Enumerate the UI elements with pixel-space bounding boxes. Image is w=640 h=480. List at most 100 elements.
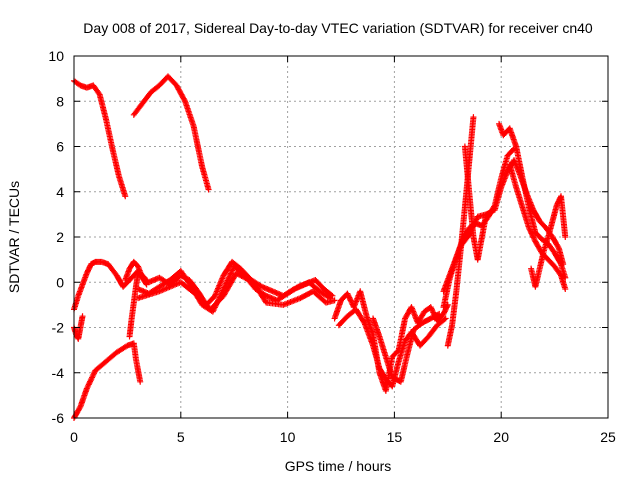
data-point-run [533,230,544,242]
axis-ticks: 0 5 10 15 20 25 -6 -4 -2 0 2 4 6 8 10 [48,48,616,445]
data-point-run [474,235,485,262]
data-point-run [498,154,511,180]
data-point [436,310,443,317]
data-point-run [103,117,116,151]
data-point-run [484,207,497,217]
data-point-run [519,176,532,210]
data-point-run [513,185,526,210]
data-point-run [526,226,538,244]
data-point-run [71,404,83,420]
data-point-run [376,335,389,359]
data-point-run [426,323,440,339]
y-tick-label: 10 [48,48,64,64]
data-point-run [453,249,464,293]
data-point-run [520,206,532,230]
y-tick-label: 8 [56,93,64,109]
data-point-run [336,314,350,328]
data-point-run [115,343,130,355]
x-axis-label: GPS time / hours [285,458,392,474]
data-point-run [251,280,269,305]
data-point-run [550,235,562,251]
data-point-run [492,185,504,212]
data-point-run [462,145,473,194]
data-point-run [353,307,367,325]
data-point-run [166,74,179,88]
data-point-run [182,99,197,128]
data-point-run [174,83,188,103]
series-track-20 [528,193,569,290]
data-point-run [212,273,226,298]
data-point-run [505,146,516,158]
data-point-run [84,262,94,275]
data-point-run [97,92,109,121]
data-point-run [221,264,237,291]
data-point-run [208,293,226,312]
data-point [442,315,449,322]
data-point-run [507,126,519,149]
data-point-run [109,147,122,178]
data-point-run [190,124,205,169]
series-track-16 [444,114,477,349]
data-point-run [157,279,183,294]
data-point-run [121,278,132,289]
x-tick-label: 20 [493,429,509,445]
data-point-run [140,90,153,106]
data-point [466,231,473,238]
data-point-run [370,316,382,339]
data-point-run [264,299,285,308]
data-point [205,186,212,193]
data-point-run [545,219,556,239]
data-point-run [558,194,569,239]
data-point-run [395,316,408,352]
series-track-3 [71,258,148,313]
data-point-run [445,323,455,348]
data-point-run [221,260,235,278]
y-tick-label: 4 [56,184,64,200]
data-point-run [106,262,119,278]
data-point-run [285,284,300,296]
data-point-run [537,249,547,271]
series-track-1 [71,77,129,200]
data-point-run [221,271,239,298]
data-point-run [552,264,564,278]
x-tick-label: 5 [177,429,185,445]
data-point-run [466,190,477,239]
data-point-run [195,293,213,312]
data-point-run [116,174,128,198]
data-point [83,385,90,392]
data-point-run [313,278,326,291]
data-point-run [281,295,302,308]
data-point-run [513,145,526,180]
x-tick-label: 25 [600,429,616,445]
x-tick-label: 10 [280,429,296,445]
data-point-run [537,219,548,230]
data-point-run [131,101,145,117]
data-point-run [275,291,290,303]
data-point [344,290,351,297]
x-tick-label: 15 [387,429,403,445]
data-point-run [89,259,98,267]
data-point-run [396,339,408,363]
data-point-run [526,206,538,235]
data-point-run [498,169,511,189]
data-point-run [126,316,135,339]
data-point-run [370,344,383,370]
data-points [71,73,569,421]
data-point-run [149,83,162,95]
data-point-run [552,251,564,266]
data-point [470,114,477,121]
data-point-run [441,303,451,316]
data-point-run [199,165,212,191]
data-point [483,211,490,218]
data-point-run [420,316,433,326]
data-point-run [91,83,102,97]
data-point [427,304,434,311]
chart-title: Day 008 of 2017, Sidereal Day-to-day VTE… [83,20,593,36]
data-point-run [362,321,376,348]
data-point-run [311,289,328,305]
data-point-run [84,368,98,391]
data-point-run [136,288,162,301]
data-point-run [179,280,200,298]
data-point-run [322,287,335,298]
